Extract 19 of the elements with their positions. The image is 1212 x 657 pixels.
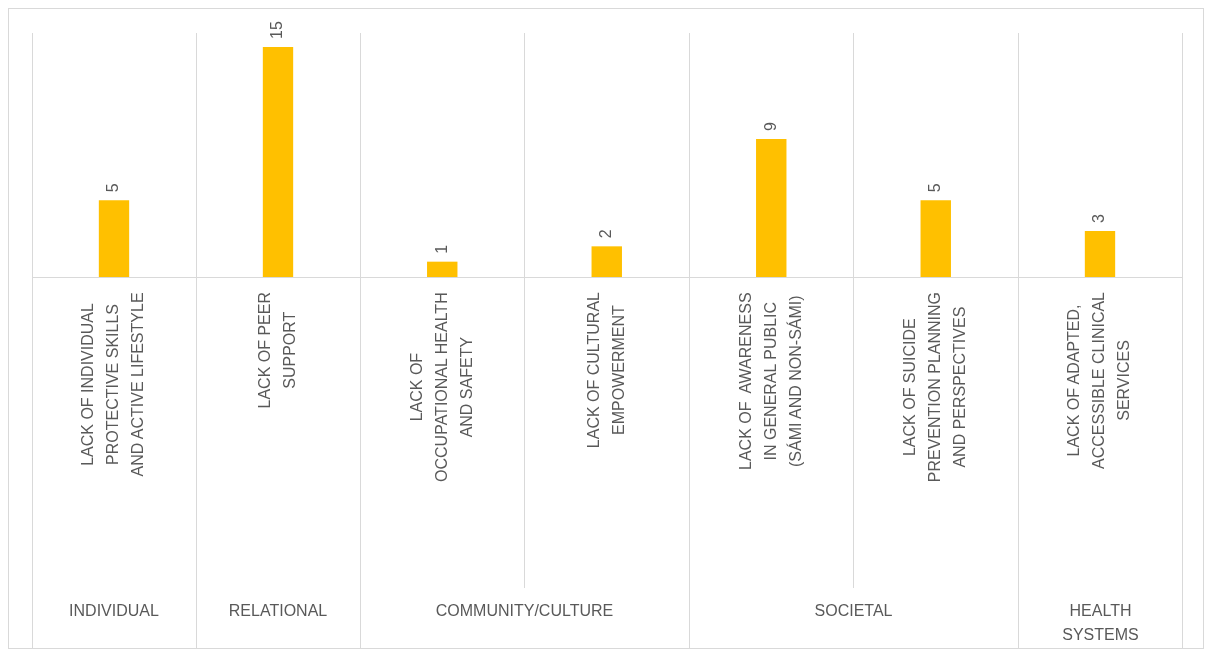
data-label: 5	[104, 183, 122, 193]
data-label: 9	[761, 122, 779, 131]
text: RELATIONAL	[228, 602, 328, 620]
x-tick-label: LACK OF OCCUPATIONAL HEALTH AND SAFETY	[407, 292, 475, 482]
x-tick-label: LACK OF CULTURAL EMPOWERMENT	[584, 291, 627, 449]
data-label: 5	[926, 183, 944, 193]
text: INDIVIDUAL	[69, 602, 159, 620]
text: HEALTH SYSTEMS	[1062, 602, 1139, 644]
data-label: 3	[1090, 214, 1108, 223]
x-tick-label: LACK OF SUICIDE PREVENTION PLANNING AND PERSPECTIVES	[901, 292, 969, 483]
x-tick-label: LACK OF ADAPTED, ACCESSIBLE CLINICAL SERVICES	[1065, 291, 1133, 469]
x-tick-label: LACK OF PEER SUPPORT	[255, 292, 298, 409]
x-tick-label: LACK OF AWARENESS IN GENERAL PUBLIC (SÁMI AND NON-SÁMI)	[736, 292, 804, 470]
text: SOCIETAL	[814, 602, 893, 620]
data-label: 1	[432, 244, 450, 254]
data-label: 15	[268, 21, 286, 39]
text: COMMUNITY/CULTURE	[435, 602, 614, 620]
x-tick-label: LACK OF INDIVIDUAL PROTECTIVE SKILLS AND ACTIVE LIFESTYLE	[79, 292, 147, 477]
data-label: 2	[597, 229, 615, 239]
